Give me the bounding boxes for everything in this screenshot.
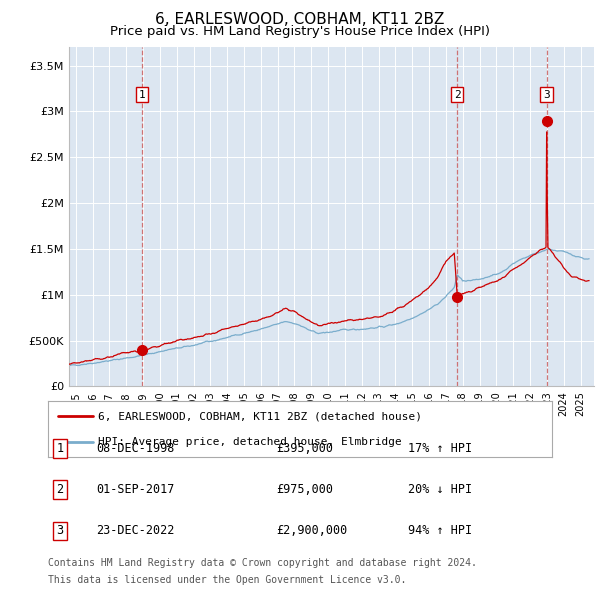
Text: 6, EARLESWOOD, COBHAM, KT11 2BZ: 6, EARLESWOOD, COBHAM, KT11 2BZ (155, 12, 445, 27)
Text: HPI: Average price, detached house, Elmbridge: HPI: Average price, detached house, Elmb… (98, 437, 402, 447)
Text: Contains HM Land Registry data © Crown copyright and database right 2024.: Contains HM Land Registry data © Crown c… (48, 558, 477, 568)
Text: 2: 2 (454, 90, 461, 100)
Text: 17% ↑ HPI: 17% ↑ HPI (408, 442, 472, 455)
Text: 08-DEC-1998: 08-DEC-1998 (96, 442, 175, 455)
Text: £395,000: £395,000 (276, 442, 333, 455)
Text: £975,000: £975,000 (276, 483, 333, 496)
Text: 6, EARLESWOOD, COBHAM, KT11 2BZ (detached house): 6, EARLESWOOD, COBHAM, KT11 2BZ (detache… (98, 411, 422, 421)
Text: £2,900,000: £2,900,000 (276, 525, 347, 537)
Text: 20% ↓ HPI: 20% ↓ HPI (408, 483, 472, 496)
Text: 1: 1 (56, 442, 64, 455)
Text: This data is licensed under the Open Government Licence v3.0.: This data is licensed under the Open Gov… (48, 575, 406, 585)
Text: 3: 3 (543, 90, 550, 100)
Text: 94% ↑ HPI: 94% ↑ HPI (408, 525, 472, 537)
Text: 01-SEP-2017: 01-SEP-2017 (96, 483, 175, 496)
Text: 23-DEC-2022: 23-DEC-2022 (96, 525, 175, 537)
Text: 2: 2 (56, 483, 64, 496)
Text: 1: 1 (139, 90, 145, 100)
Text: 3: 3 (56, 525, 64, 537)
Text: Price paid vs. HM Land Registry's House Price Index (HPI): Price paid vs. HM Land Registry's House … (110, 25, 490, 38)
